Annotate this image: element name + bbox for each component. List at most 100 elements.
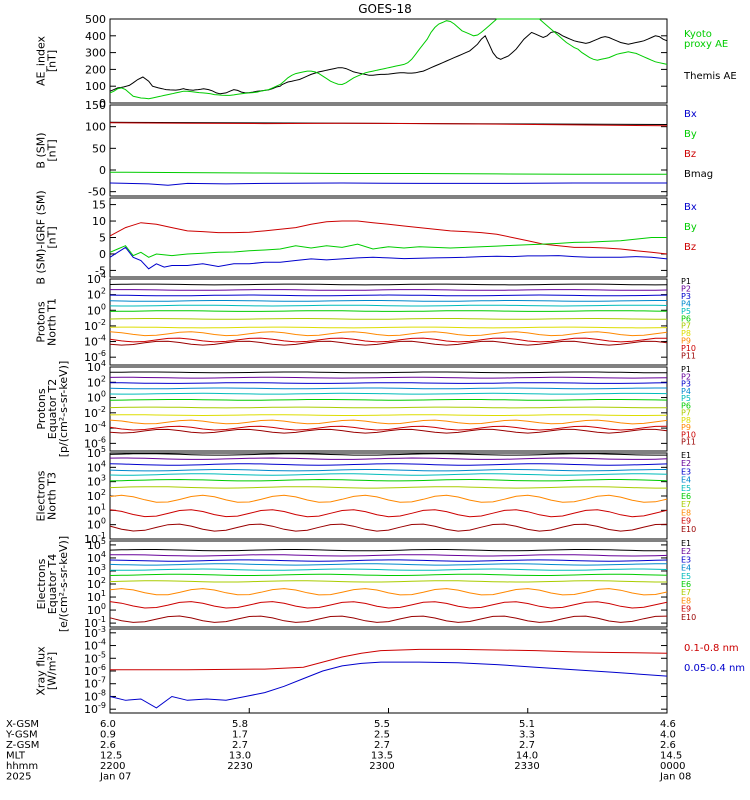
y-tick-label: 100 <box>87 302 106 317</box>
channel-line <box>109 428 668 434</box>
x-row-value: 2330 <box>514 761 539 772</box>
legend-entry: E9 <box>681 605 691 614</box>
series-line <box>109 237 667 258</box>
legend-entry: P8 <box>681 329 691 338</box>
y-tick-label: 5 <box>99 232 106 245</box>
legend-entry: P4 <box>681 387 691 396</box>
legend-entry: P1 <box>681 277 691 286</box>
channel-line <box>109 382 668 384</box>
legend-entry: E5 <box>681 572 691 581</box>
y-tick-label: 300 <box>85 47 106 60</box>
channel-line <box>109 326 668 329</box>
y-tick-label: 0 <box>99 164 106 177</box>
legend-entry: E3 <box>681 555 691 564</box>
legend-entry: P6 <box>681 314 691 323</box>
y-tick-label: 105 <box>87 445 106 460</box>
legend-entry: P2 <box>681 284 691 293</box>
x-row-value: 1.7 <box>232 730 248 741</box>
legend-entry: P7 <box>681 322 691 331</box>
legend-entry: E6 <box>681 580 691 589</box>
legend-entry: E8 <box>681 508 691 517</box>
x-row-value: 5.1 <box>519 719 535 730</box>
channel-line <box>109 615 668 623</box>
legend-entry: P11 <box>681 352 696 361</box>
legend-entry: E7 <box>681 588 691 597</box>
y-axis-label: North T3 <box>46 472 59 520</box>
y-tick-label: 10-2 <box>84 318 106 333</box>
y-axis-label: Protons <box>35 388 48 429</box>
channel-line <box>109 318 668 320</box>
x-row-label: Y-GSM <box>5 730 38 741</box>
channel-line <box>109 457 668 460</box>
y-axis-label: B (SM) <box>35 132 48 168</box>
series-line <box>109 220 668 255</box>
channel-line <box>109 588 668 596</box>
channel-line <box>109 331 668 337</box>
x-row-value: 14.0 <box>516 751 538 762</box>
legend-entry: proxy AE <box>684 39 728 50</box>
channel-line <box>110 289 668 291</box>
x-row-value: 4.0 <box>660 730 676 741</box>
y-axis-label: Electrons <box>35 558 48 609</box>
x-row-value: 0.9 <box>100 730 116 741</box>
x-row-value: 0000 <box>660 761 685 772</box>
channel-line <box>109 469 667 472</box>
legend-entry: P2 <box>681 372 691 381</box>
channel-line <box>109 300 667 302</box>
channel-line <box>109 494 668 503</box>
x-row-value: 14.5 <box>660 751 682 762</box>
y-axis-label: [W/m²] <box>46 652 59 690</box>
x-row-value: Jan 07 <box>99 772 131 783</box>
y-tick-label: 102 <box>87 488 106 503</box>
y-tick-label: 10-2 <box>84 405 106 420</box>
legend-entry: P3 <box>681 380 691 389</box>
x-row-value: 2230 <box>227 761 252 772</box>
legend-entry: P10 <box>681 344 696 353</box>
y-tick-label: 103 <box>87 474 106 489</box>
x-row-value: 3.3 <box>519 730 535 741</box>
channel-line <box>109 304 668 307</box>
channel-line <box>109 559 668 562</box>
series-line <box>109 18 668 100</box>
channel-line <box>109 376 668 379</box>
legend-entry: Bx <box>684 202 697 213</box>
x-row-value: 13.0 <box>229 751 251 762</box>
legend-entry: E10 <box>681 525 696 534</box>
legend-entry: P10 <box>681 430 696 439</box>
y-axis-label: [nT] <box>46 226 59 248</box>
y-axis-label: Equator T2 <box>46 379 59 439</box>
y-tick-label: 500 <box>85 13 106 26</box>
x-row-value: 13.5 <box>371 751 393 762</box>
legend-entry: P9 <box>681 423 691 432</box>
panel-frame <box>109 18 668 104</box>
legend-entry: P3 <box>681 292 691 301</box>
channel-line <box>109 414 668 417</box>
y-axis-label: North T1 <box>46 298 59 346</box>
channel-line <box>109 549 668 552</box>
y-axis-label: [e/(cm²-s-sr-keV)] <box>57 536 70 632</box>
y-tick-label: 10-9 <box>84 701 106 716</box>
legend-entry: Bmag <box>684 169 713 180</box>
x-row-value: 2.6 <box>660 740 676 751</box>
y-tick-label: 104 <box>87 359 106 374</box>
channel-line <box>109 573 668 576</box>
x-row-value: 12.5 <box>100 751 122 762</box>
x-row-value: 4.6 <box>660 719 676 730</box>
channel-line <box>109 563 667 566</box>
legend-entry: Bz <box>684 242 696 253</box>
legend-entry: P5 <box>681 307 691 316</box>
channel-line <box>109 453 667 456</box>
y-tick-label: 101 <box>87 502 106 517</box>
x-row-value: 5.8 <box>232 719 248 730</box>
y-tick-label: 15 <box>92 199 106 212</box>
legend-entry: E8 <box>681 596 691 605</box>
series-line <box>109 182 667 186</box>
legend-entry: 0.05-0.4 nm <box>684 663 745 674</box>
channel-line <box>109 473 668 476</box>
y-tick-label: 10-4 <box>84 334 106 349</box>
legend-entry: By <box>684 129 697 140</box>
y-tick-label: 150 <box>85 99 106 112</box>
channel-line <box>109 387 667 390</box>
